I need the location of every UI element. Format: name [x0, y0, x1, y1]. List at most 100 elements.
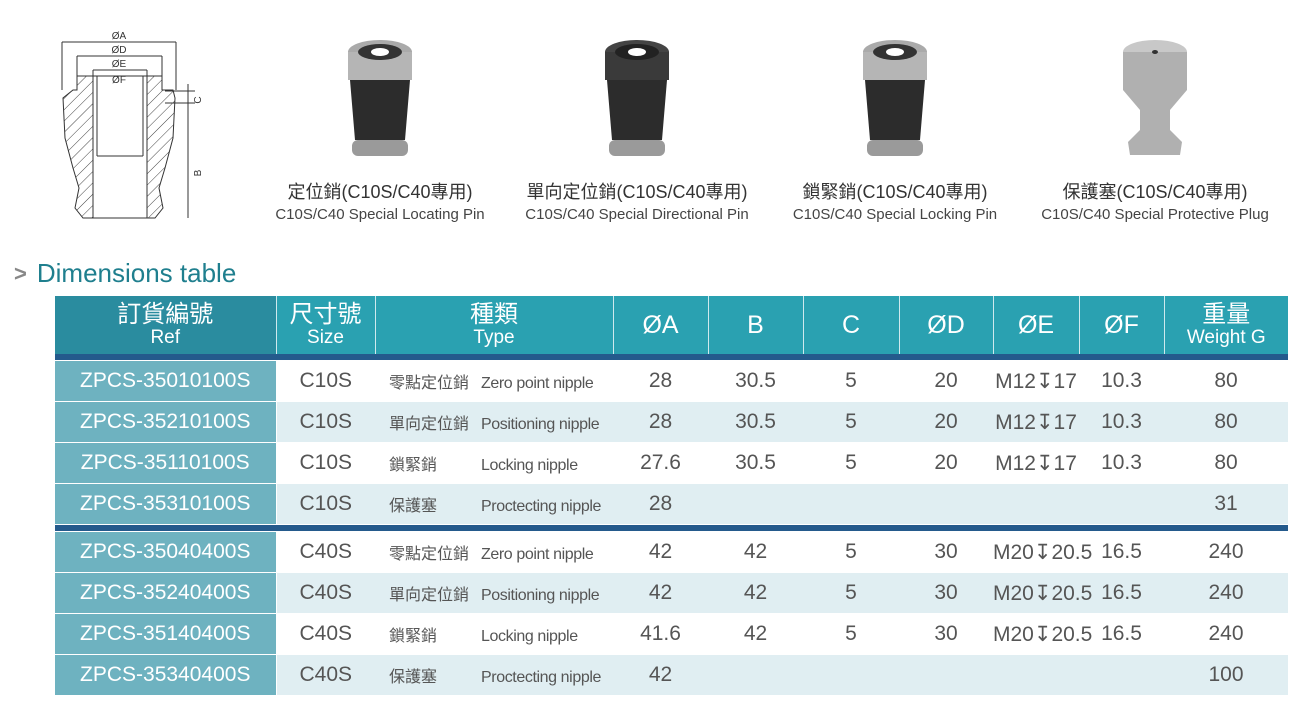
- cell-e: M12↧17: [993, 442, 1079, 484]
- cell-ref: ZPCS-35240400S: [55, 572, 277, 614]
- table-row: ZPCS-35040400S C40S 零點定位銷 Zero point nipple…: [55, 531, 1288, 573]
- dimension-drawing: ØA ØD ØE ØF C B: [61, 31, 204, 219]
- product-directional-pin: 單向定位銷(C10S/C40專用) C10S/C40 Special Direc…: [512, 30, 762, 223]
- cell-e: M20↧20.5: [993, 572, 1092, 614]
- type-zh: 零點定位銷: [389, 546, 470, 563]
- table-divider: [55, 354, 1288, 361]
- cell-size: C10S: [276, 360, 375, 402]
- chevron-right-icon: >: [14, 260, 27, 286]
- cell-size: C10S: [276, 401, 375, 443]
- cell-c: 5: [803, 531, 899, 573]
- section-title: > Dimensions table: [14, 258, 236, 289]
- header-ref: 訂貨編號 Ref: [55, 296, 277, 354]
- type-zh: 單向定位銷: [389, 587, 470, 604]
- cell-ref: ZPCS-35210100S: [55, 401, 277, 443]
- cell-c: 5: [803, 360, 899, 402]
- type-en: Proctecting nipple: [481, 498, 601, 515]
- label-a: ØA: [112, 31, 127, 42]
- cell-w: 80: [1164, 442, 1288, 484]
- type-en: Locking nipple: [481, 628, 578, 645]
- type-en: Locking nipple: [481, 457, 578, 474]
- cell-b: [708, 654, 803, 696]
- cell-f: 16.5: [1079, 572, 1164, 614]
- type-en: Positioning nipple: [481, 416, 600, 433]
- header-d: ØD: [899, 296, 994, 354]
- type-zh: 零點定位銷: [389, 375, 470, 392]
- cell-b: 30.5: [708, 401, 803, 443]
- table-row: ZPCS-35240400S C40S 單向定位銷 Positioning nippl…: [55, 572, 1288, 614]
- cell-d: 20: [899, 401, 993, 443]
- cell-type: 零點定位銷 Zero point nipple: [375, 360, 613, 402]
- cell-e: M20↧20.5: [993, 613, 1092, 655]
- type-en: Positioning nipple: [481, 587, 600, 604]
- product-name-en: C10S/C40 Special Protective Plug: [1041, 206, 1269, 223]
- cell-b: [708, 483, 803, 525]
- header-e: ØE: [993, 296, 1080, 354]
- product-name-zh: 定位銷(C10S/C40專用): [287, 182, 473, 202]
- dimensions-table: 訂貨編號 Ref 尺寸號 Size 種類 Type ØA B C ØD ØE ØF 重…: [55, 296, 1288, 696]
- cell-f: [1079, 483, 1164, 525]
- cell-type: 鎖緊銷 Locking nipple: [375, 613, 613, 655]
- cell-d: 20: [899, 360, 993, 402]
- cell-w: 80: [1164, 360, 1288, 402]
- cell-b: 30.5: [708, 360, 803, 402]
- cell-f: [1079, 654, 1164, 696]
- product-name-zh: 單向定位銷(C10S/C40專用): [526, 182, 748, 202]
- header-b: B: [708, 296, 804, 354]
- cell-a: 27.6: [613, 442, 708, 484]
- type-en: Proctecting nipple: [481, 669, 601, 686]
- type-zh: 保護塞: [389, 669, 438, 686]
- type-zh: 鎖緊銷: [389, 457, 438, 474]
- cell-type: 保護塞 Proctecting nipple: [375, 654, 613, 696]
- cell-a: 42: [613, 654, 708, 696]
- cell-w: 80: [1164, 401, 1288, 443]
- cell-d: 30: [899, 613, 993, 655]
- cell-size: C10S: [276, 483, 375, 525]
- cell-size: C10S: [276, 442, 375, 484]
- table-row: ZPCS-35340400S C40S 保護塞 Proctecting nipple 4…: [55, 654, 1288, 696]
- label-e: ØE: [112, 59, 127, 70]
- cell-a: 28: [613, 360, 708, 402]
- cell-type: 單向定位銷 Positioning nipple: [375, 401, 613, 443]
- cell-w: 31: [1164, 483, 1288, 525]
- cell-w: 240: [1164, 572, 1288, 614]
- table-row: ZPCS-35210100S C10S 單向定位銷 Positioning nippl…: [55, 401, 1288, 443]
- cell-e: [993, 654, 1079, 696]
- cell-b: 42: [708, 613, 803, 655]
- cell-f: 10.3: [1079, 442, 1164, 484]
- type-zh: 單向定位銷: [389, 416, 470, 433]
- product-name-zh: 鎖緊銷(C10S/C40專用): [802, 182, 988, 202]
- product-locating-pin: 定位銷(C10S/C40專用) C10S/C40 Special Locatin…: [255, 30, 505, 223]
- cell-type: 單向定位銷 Positioning nipple: [375, 572, 613, 614]
- cell-w: 100: [1164, 654, 1288, 696]
- cell-type: 鎖緊銷 Locking nipple: [375, 442, 613, 484]
- cell-ref: ZPCS-35140400S: [55, 613, 277, 655]
- cell-b: 42: [708, 531, 803, 573]
- cell-c: [803, 483, 899, 525]
- table-divider: [55, 524, 1288, 532]
- cell-c: 5: [803, 442, 899, 484]
- cell-e: M12↧17: [993, 401, 1079, 443]
- cell-c: 5: [803, 401, 899, 443]
- product-name-zh: 保護塞(C10S/C40專用): [1062, 182, 1248, 202]
- cell-size: C40S: [276, 531, 375, 573]
- locking-pin-image: [863, 40, 927, 156]
- cell-c: 5: [803, 572, 899, 614]
- table-row: ZPCS-35010100S C10S 零點定位銷 Zero point nipple…: [55, 360, 1288, 402]
- cell-ref: ZPCS-35110100S: [55, 442, 277, 484]
- label-b: B: [193, 169, 204, 176]
- cell-ref: ZPCS-35040400S: [55, 531, 277, 573]
- label-f: ØF: [112, 75, 126, 86]
- product-locking-pin: 鎖緊銷(C10S/C40專用) C10S/C40 Special Locking…: [770, 30, 1020, 223]
- product-name-en: C10S/C40 Special Directional Pin: [525, 206, 749, 223]
- cell-size: C40S: [276, 654, 375, 696]
- cell-e: [993, 483, 1079, 525]
- cell-type: 零點定位銷 Zero point nipple: [375, 531, 613, 573]
- cell-a: 42: [613, 572, 708, 614]
- cell-c: [803, 654, 899, 696]
- divider-bar: [55, 354, 1288, 361]
- table-row: ZPCS-35110100S C10S 鎖緊銷 Locking nipple 27.6 3…: [55, 442, 1288, 484]
- product-protective-plug: 保護塞(C10S/C40專用) C10S/C40 Special Protect…: [1030, 30, 1280, 223]
- cell-e: M20↧20.5: [993, 531, 1092, 573]
- cell-ref: ZPCS-35310100S: [55, 483, 277, 525]
